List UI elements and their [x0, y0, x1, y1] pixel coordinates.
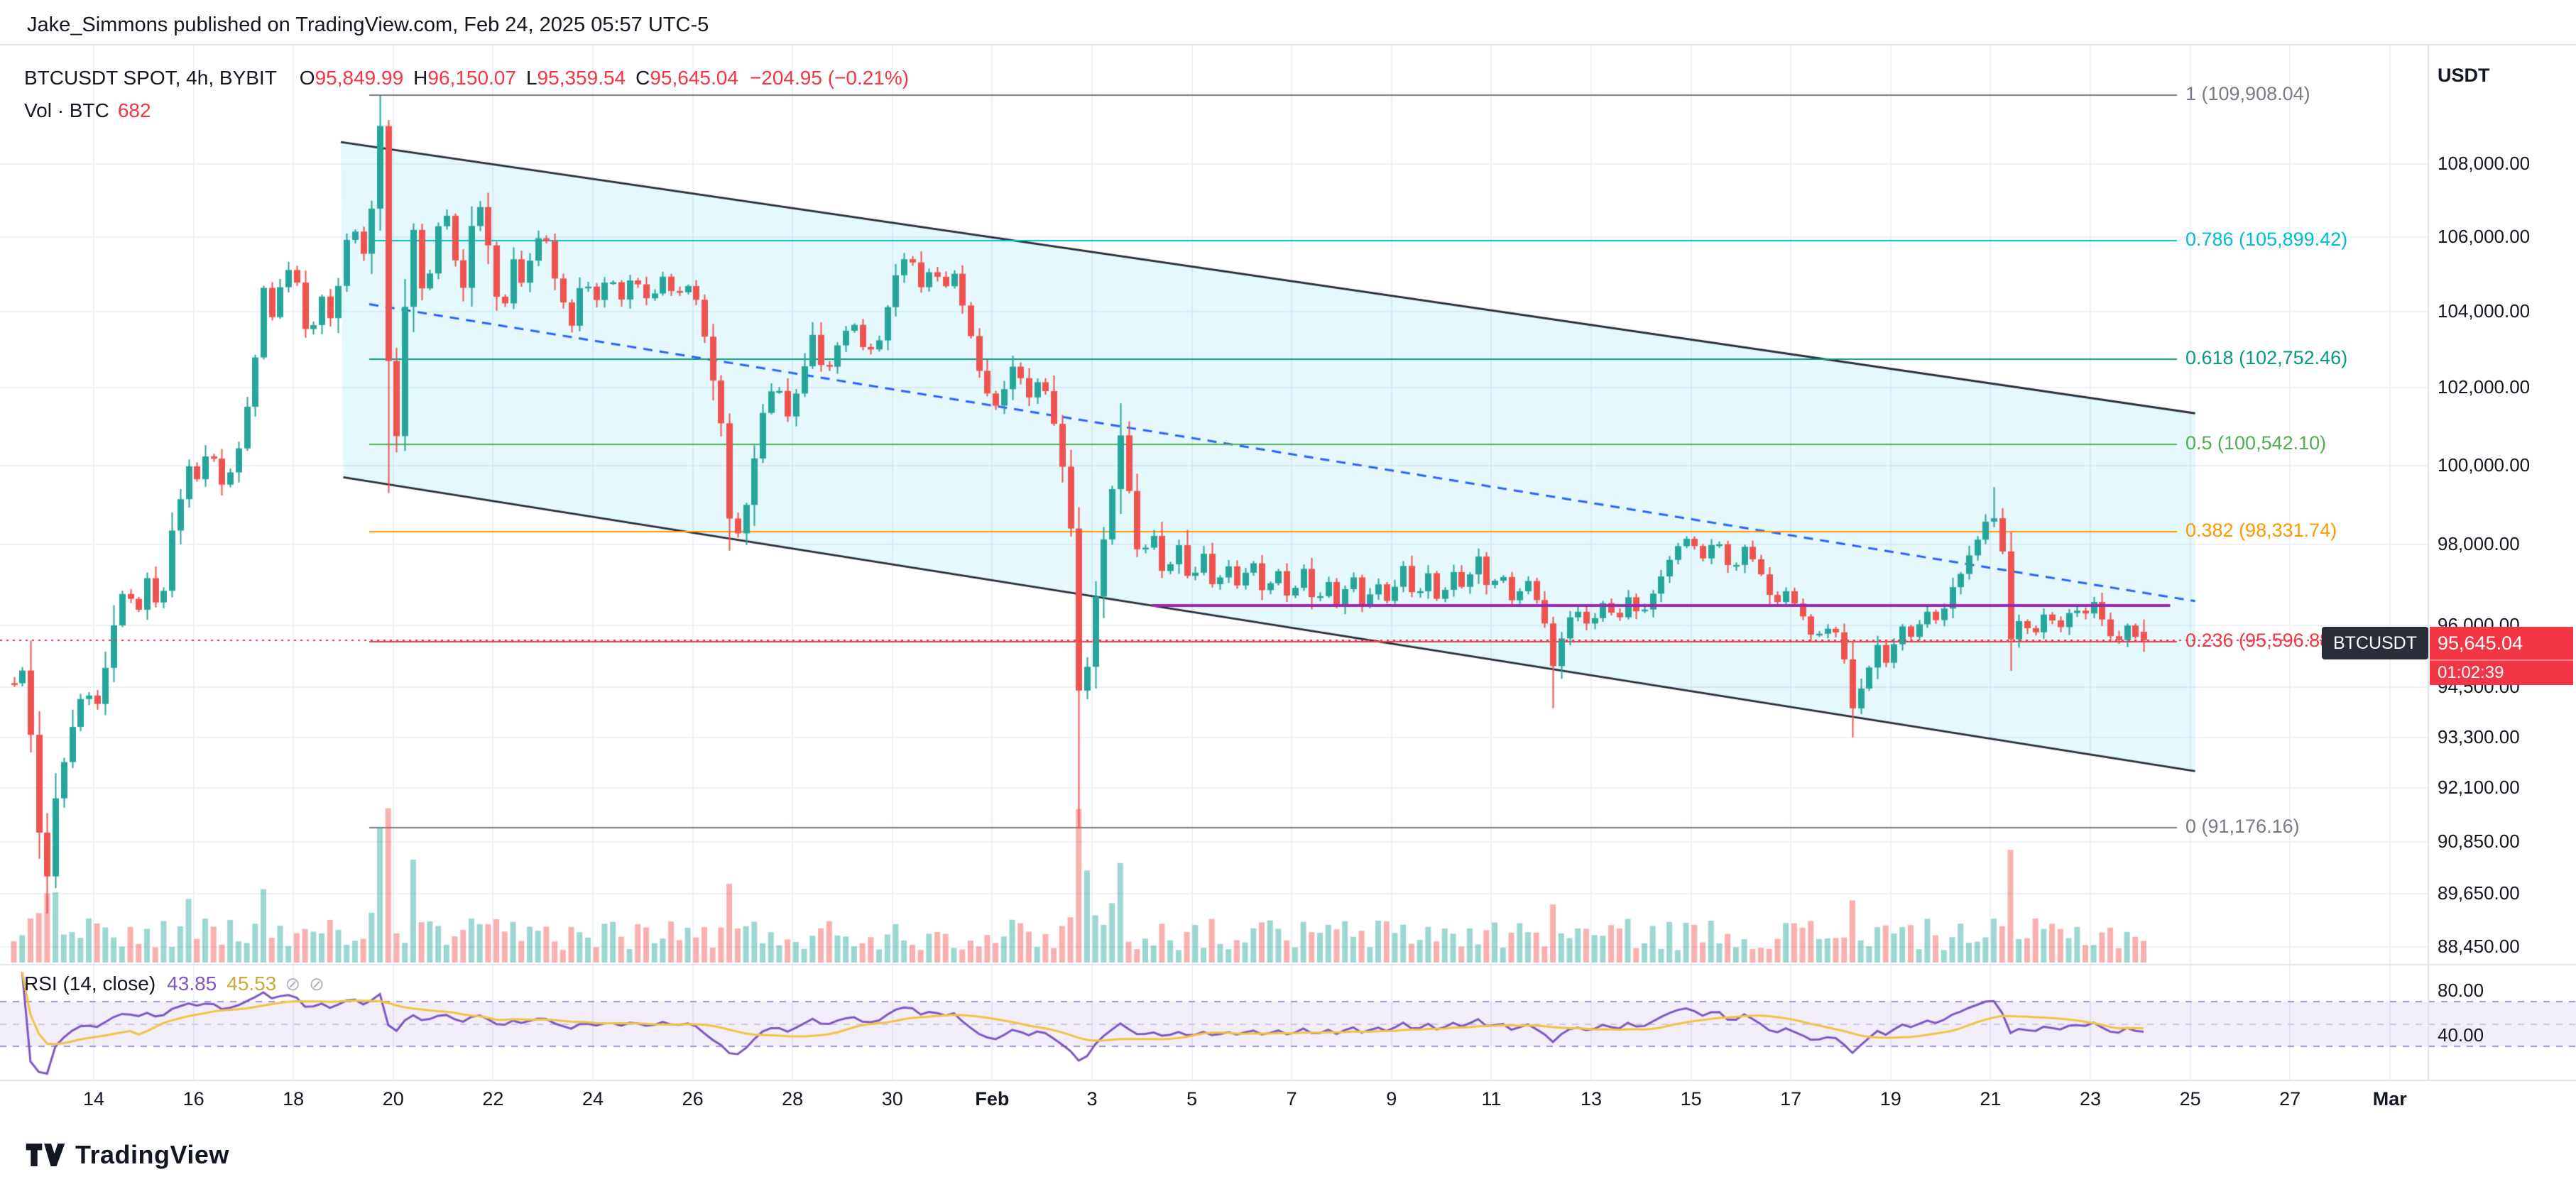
time-axis-label: 5 [1186, 1088, 1198, 1109]
fib-level-label: 0.618 (102,752.46) [2185, 346, 2348, 368]
last-price-badge: 95,645.04 01:02:39 [2430, 627, 2573, 685]
time-axis-label: 26 [682, 1088, 704, 1109]
time-axis-label: 13 [1580, 1088, 1603, 1109]
time-axis-label: 7 [1286, 1088, 1297, 1109]
price-axis-label: 90,850.00 [2438, 830, 2520, 852]
time-axis-label: 18 [283, 1088, 305, 1109]
fib-level-label: 0.5 (100,542.10) [2185, 432, 2327, 454]
ohlc-field-label: L [525, 67, 537, 89]
price-axis-label: 108,000.00 [2438, 152, 2531, 174]
tradingview-logo-text: TradingView [75, 1140, 229, 1169]
ohlc-field-value: 96,150.07 [427, 67, 516, 89]
ohlc-field-value: 95,645.04 [650, 67, 738, 89]
time-axis[interactable]: 14 16 18 20 22 24 26 28 30 Feb 3 5 7 9 11 13 15 17 19 21 23 2… [0, 1082, 2576, 1119]
price-axis-label: 102,000.00 [2438, 376, 2531, 398]
ohlc-field-label: H [413, 67, 428, 89]
footer: TradingView [26, 1140, 229, 1170]
symbol-title[interactable]: BTCUSDT SPOT, 4h, BYBIT [24, 67, 277, 89]
price-axis-label: 104,000.00 [2438, 300, 2531, 322]
volume-legend: Vol · BTC 682 [24, 99, 151, 122]
price-axis-label: 100,000.00 [2438, 454, 2531, 476]
volume-value: 682 [117, 99, 151, 121]
ohlc-field-value: 95,849.99 [315, 67, 404, 89]
time-axis-label: 14 [82, 1088, 105, 1109]
rsi-axis-label: 40.00 [2438, 1024, 2484, 1046]
symbol-price-tag: BTCUSDT [2321, 627, 2428, 659]
time-axis-label: 24 [582, 1088, 604, 1109]
volume-label[interactable]: Vol · BTC [24, 99, 109, 121]
time-axis-label: 27 [2279, 1088, 2301, 1109]
ohlc-field-label: C [635, 67, 650, 89]
chart-area: BTCUSDT SPOT, 4h, BYBIT O95,849.99 H96,150… [0, 44, 2576, 1119]
symbol-price-tag-text: BTCUSDT [2332, 633, 2417, 653]
symbol-legend: BTCUSDT SPOT, 4h, BYBIT O95,849.99 H96,150… [24, 67, 909, 89]
rsi-axis-label: 80.00 [2438, 979, 2484, 1001]
time-axis-label: 21 [1980, 1088, 2002, 1109]
rsi-value: 43.85 [167, 972, 217, 995]
tradingview-logo-icon [26, 1144, 65, 1166]
time-axis-label: 20 [382, 1088, 404, 1109]
price-axis-label: 93,300.00 [2438, 725, 2520, 747]
rsi-legend: RSI (14, close) 43.85 45.53 ⊘ ⊘ [24, 972, 324, 995]
time-axis-label: 11 [1481, 1088, 1502, 1109]
fib-level-label: 0.786 (105,899.42) [2185, 229, 2348, 251]
time-axis-label: 9 [1386, 1088, 1397, 1109]
rsi-ma-value: 45.53 [227, 972, 277, 995]
time-axis-label: 28 [782, 1088, 804, 1109]
fib-level-label: 0 (91,176.16) [2185, 816, 2300, 837]
price-axis-label: 92,100.00 [2438, 777, 2520, 799]
ohlc-field-value: 95,359.54 [537, 67, 626, 89]
last-price: 95,645.04 [2438, 632, 2523, 654]
fib-level-label: 0.236 (95,596.88) [2185, 630, 2337, 652]
time-axis-label: 3 [1086, 1088, 1098, 1109]
price-axis-label: 106,000.00 [2438, 225, 2531, 247]
tradingview-logo[interactable]: TradingView [26, 1140, 229, 1170]
time-axis-label: Feb [975, 1088, 1010, 1109]
time-axis-label: 19 [1879, 1088, 1901, 1109]
time-axis-label: 16 [182, 1088, 204, 1109]
time-axis-label: 23 [2079, 1088, 2102, 1109]
time-axis-label: 25 [2179, 1088, 2201, 1109]
rsi-hidden-marker-icon-1[interactable]: ⊘ [285, 973, 301, 995]
price-axis-currency[interactable]: USDT [2438, 65, 2490, 86]
price-axis-label: 88,450.00 [2438, 935, 2520, 957]
ohlc-field-label: O [299, 67, 315, 89]
bar-countdown: 01:02:39 [2430, 659, 2573, 685]
price-axis-label: 89,650.00 [2438, 882, 2520, 904]
fib-level-label: 0.382 (98,331.74) [2185, 519, 2337, 541]
attribution-text: Jake_Simmons published on TradingView.co… [27, 13, 709, 36]
ohlc-values: O95,849.99 H96,150.07 L95,359.54 C95,645.04 [290, 67, 738, 89]
time-axis-label: 22 [482, 1088, 504, 1109]
time-axis-label: 17 [1780, 1088, 1802, 1109]
time-axis-label: 15 [1680, 1088, 1702, 1109]
price-axis-label: 98,000.00 [2438, 533, 2520, 555]
price-chart-canvas[interactable] [0, 45, 2576, 1082]
rsi-title[interactable]: RSI (14, close) [24, 972, 156, 995]
time-axis-label: 30 [881, 1088, 903, 1109]
change-value: −204.95 (−0.21%) [749, 67, 910, 89]
rsi-hidden-marker-icon-2[interactable]: ⊘ [309, 973, 324, 995]
fib-level-label: 1 (109,908.04) [2185, 83, 2310, 104]
time-axis-label: Mar [2372, 1088, 2407, 1109]
